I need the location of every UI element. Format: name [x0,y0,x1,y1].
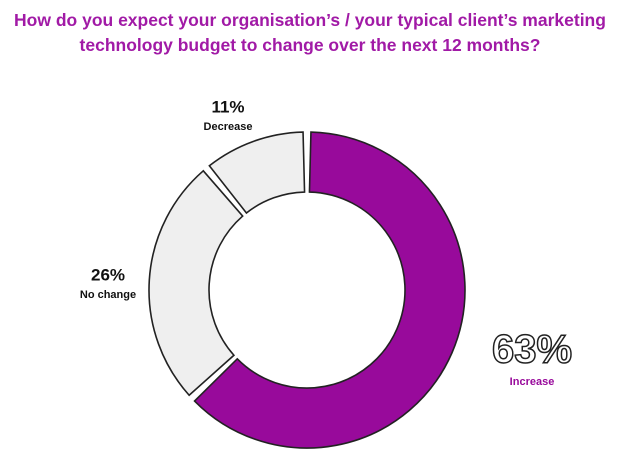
donut-segment [208,131,306,215]
category-label: Decrease [204,121,253,133]
value-label: 11% [211,97,244,116]
category-label: Increase [510,376,555,388]
donut-segment [193,131,466,449]
chart-title: How do you expect your organisation’s / … [14,10,606,55]
donut-segment [148,169,244,397]
value-label: 26% [91,265,125,284]
value-label: 63% [492,328,572,372]
category-label: No change [80,289,136,301]
